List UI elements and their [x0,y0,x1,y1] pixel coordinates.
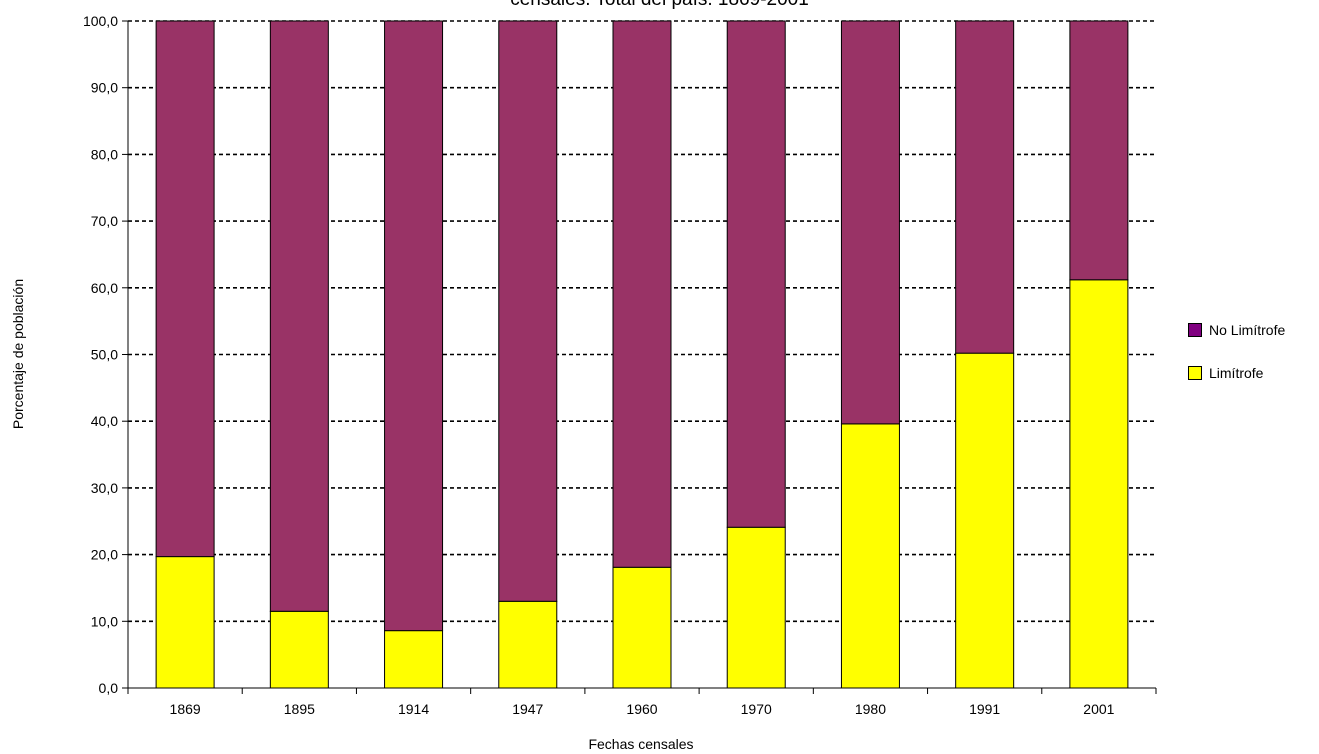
legend-swatch-no-limitrofe [1188,323,1202,337]
bar-no-limitrofe [498,20,558,602]
bar-limitrofe [269,610,329,689]
x-tick-label: 1980 [855,701,886,717]
x-tick-label: 1960 [626,701,657,717]
bars [155,20,1129,689]
bar-no-limitrofe [384,20,444,632]
y-tick-label: 30,0 [91,480,118,496]
legend-label-limitrofe: Limítrofe [1209,365,1264,381]
y-tick-labels: 0,0 10,0 20,0 30,0 40,0 50,0 60,0 70,0 80,0 90,0 1… [83,13,118,696]
y-tick-label: 60,0 [91,280,118,296]
x-tick-label: 1991 [969,701,1000,717]
bar-no-limitrofe [269,20,329,612]
y-axis-title: Porcentaje de población [10,278,26,430]
bar-no-limitrofe [840,20,900,425]
x-tick-label: 1914 [398,701,429,717]
x-tick-label: 1970 [741,701,772,717]
bar-limitrofe [955,352,1015,689]
bar-limitrofe [1069,279,1129,689]
y-tick-label: 50,0 [91,347,118,363]
bar-limitrofe [612,566,672,689]
legend-item-limitrofe: Limítrofe [1188,363,1285,383]
x-tick-label: 1869 [170,701,201,717]
bar-no-limitrofe [955,20,1015,354]
y-tick-label: 70,0 [91,213,118,229]
x-tick-labels: 1869 1895 1914 1947 1960 1970 1980 1991 2001 [170,701,1115,717]
legend-item-no-limitrofe: No Limítrofe [1188,320,1285,340]
bar-no-limitrofe [726,20,786,528]
x-axis-title: Fechas censales [588,736,694,752]
chart-title: censales. Total del país. 1869-2001 [0,0,1319,11]
bar-limitrofe [384,630,444,689]
bar-limitrofe [155,556,215,689]
bar-no-limitrofe [612,20,672,568]
bar-no-limitrofe [155,20,215,558]
x-tick-label: 1895 [284,701,315,717]
axes [122,20,1157,694]
bar-limitrofe [840,423,900,689]
legend: No Limítrofe Limítrofe [1188,320,1285,406]
bar-no-limitrofe [1069,20,1129,281]
y-tick-label: 20,0 [91,547,118,563]
y-tick-label: 100,0 [83,13,118,29]
y-tick-label: 0,0 [99,680,119,696]
x-tick-label: 1947 [512,701,543,717]
y-tick-label: 90,0 [91,80,118,96]
y-tick-label: 10,0 [91,613,118,629]
bar-limitrofe [726,526,786,689]
x-tick-label: 2001 [1083,701,1114,717]
legend-label-no-limitrofe: No Limítrofe [1209,322,1286,338]
y-tick-label: 40,0 [91,413,118,429]
bar-limitrofe [498,600,558,689]
legend-swatch-limitrofe [1188,366,1202,380]
y-tick-label: 80,0 [91,146,118,162]
